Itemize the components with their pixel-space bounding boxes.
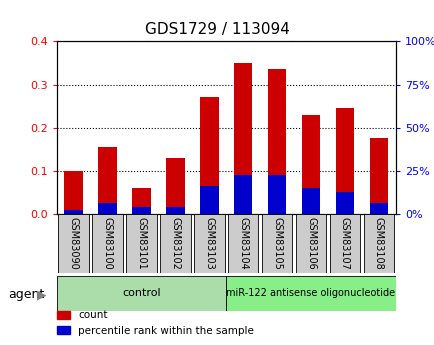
Bar [369,138,387,214]
Bar [132,188,150,214]
Bar [166,207,184,214]
FancyBboxPatch shape [58,215,89,273]
FancyBboxPatch shape [194,215,224,273]
FancyBboxPatch shape [126,215,156,273]
Text: GSM83100: GSM83100 [102,217,112,269]
Text: GSM83101: GSM83101 [136,217,146,269]
Bar [132,207,150,214]
Text: ▶: ▶ [37,288,46,302]
Bar [98,203,116,214]
FancyBboxPatch shape [226,276,395,310]
Bar [301,115,319,214]
Text: miR-122 antisense oligonucleotide: miR-122 antisense oligonucleotide [226,288,395,298]
FancyBboxPatch shape [227,215,258,273]
Text: GSM83108: GSM83108 [373,217,383,269]
Bar [200,97,218,214]
Text: control: control [122,288,160,298]
Text: GSM83103: GSM83103 [204,217,214,269]
Text: GSM83104: GSM83104 [238,217,247,269]
Bar [233,63,252,214]
Bar [335,193,353,214]
Text: GSM83090: GSM83090 [69,217,78,269]
FancyBboxPatch shape [329,215,359,273]
FancyBboxPatch shape [363,215,393,273]
Text: GDS1729 / 113094: GDS1729 / 113094 [145,22,289,37]
Bar [64,171,82,214]
FancyBboxPatch shape [261,215,292,273]
FancyBboxPatch shape [92,215,122,273]
Text: GSM83102: GSM83102 [170,217,180,270]
FancyBboxPatch shape [295,215,326,273]
FancyBboxPatch shape [160,215,190,273]
Bar [233,175,252,214]
Text: GSM83106: GSM83106 [306,217,315,269]
Text: GSM83107: GSM83107 [339,217,349,270]
Bar [166,158,184,214]
Bar [267,69,286,214]
Bar [335,108,353,214]
Text: agent: agent [9,288,45,302]
FancyBboxPatch shape [56,276,226,310]
Bar [369,203,387,214]
Bar [200,186,218,214]
Bar [98,147,116,214]
Text: GSM83105: GSM83105 [272,217,281,270]
Bar [267,175,286,214]
Bar [301,188,319,214]
Legend: count, percentile rank within the sample: count, percentile rank within the sample [53,306,257,340]
Bar [64,209,82,214]
